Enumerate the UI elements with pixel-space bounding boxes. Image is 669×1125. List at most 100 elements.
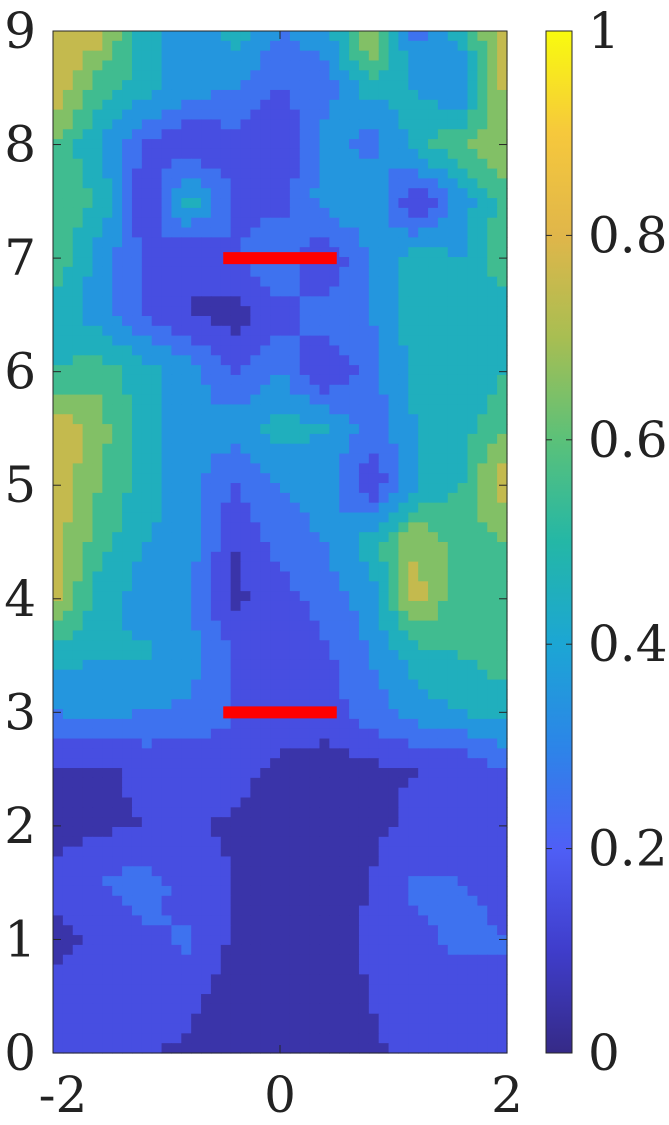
contour-cell — [418, 699, 429, 710]
contour-cell — [280, 50, 291, 62]
contour-cell — [309, 807, 321, 818]
contour-cell — [487, 119, 498, 130]
contour-cell — [240, 738, 251, 749]
contour-cell — [368, 99, 380, 111]
contour-cell — [497, 954, 508, 966]
contour-cell — [467, 718, 478, 730]
contour-cell — [319, 266, 330, 278]
contour-cell — [82, 492, 94, 504]
contour-cell — [368, 846, 380, 858]
contour-cell — [497, 247, 508, 258]
contour-cell — [428, 571, 439, 582]
contour-cell — [289, 492, 301, 504]
contour-cell — [329, 492, 340, 504]
contour-cell — [467, 728, 478, 740]
contour-cell — [457, 119, 469, 130]
contour-cell — [151, 257, 163, 268]
contour-cell — [53, 1023, 64, 1034]
contour-cell — [487, 826, 498, 838]
contour-cell — [62, 99, 74, 111]
contour-cell — [378, 178, 390, 189]
contour-cell — [161, 591, 173, 602]
contour-cell — [92, 394, 103, 406]
contour-cell — [289, 768, 301, 779]
contour-cell — [457, 266, 469, 278]
contour-cell — [358, 895, 370, 907]
contour-cell — [92, 768, 103, 779]
contour-cell — [72, 817, 84, 828]
contour-cell — [497, 836, 508, 848]
contour-cell — [349, 463, 360, 474]
contour-cell — [418, 70, 429, 81]
contour-cell — [358, 994, 370, 1005]
contour-cell — [53, 856, 64, 867]
contour-cell — [210, 266, 222, 278]
contour-cell — [210, 600, 222, 612]
contour-cell — [122, 679, 133, 691]
contour-cell — [398, 227, 409, 238]
contour-cell — [418, 237, 429, 248]
contour-cell — [388, 620, 400, 632]
contour-cell — [428, 443, 439, 455]
contour-cell — [53, 237, 64, 248]
contour-cell — [53, 532, 64, 543]
contour-cell — [191, 374, 202, 386]
contour-cell — [358, 306, 370, 317]
contour-cell — [181, 384, 192, 396]
contour-cell — [289, 787, 301, 799]
contour-cell — [201, 768, 212, 779]
contour-cell — [191, 640, 202, 651]
contour-cell — [408, 768, 419, 779]
contour-cell — [240, 669, 251, 681]
contour-cell — [250, 551, 261, 563]
colorbar-tick-label: 0.8 — [588, 206, 668, 264]
contour-cell — [428, 296, 439, 307]
contour-cell — [497, 424, 508, 435]
contour-cell — [497, 620, 508, 632]
contour-cell — [112, 325, 123, 337]
contour-cell — [201, 414, 212, 425]
contour-cell — [112, 600, 123, 612]
contour-cell — [82, 561, 94, 573]
contour-cell — [250, 581, 261, 592]
contour-cell — [92, 374, 103, 386]
contour-cell — [250, 502, 261, 514]
contour-cell — [388, 905, 400, 917]
contour-cell — [368, 856, 380, 867]
contour-cell — [467, 925, 478, 936]
contour-cell — [72, 885, 84, 897]
contour-cell — [280, 915, 291, 926]
contour-cell — [72, 70, 84, 81]
contour-cell — [457, 944, 469, 956]
contour-cell — [270, 925, 281, 936]
contour-cell — [299, 944, 311, 956]
contour-cell — [260, 856, 271, 867]
contour-cell — [72, 571, 84, 582]
contour-cell — [457, 994, 469, 1005]
contour-cell — [102, 237, 113, 248]
contour-cell — [210, 581, 222, 592]
contour-cell — [349, 148, 360, 160]
contour-cell — [82, 453, 94, 464]
contour-cell — [309, 473, 321, 484]
contour-cell — [368, 365, 380, 376]
contour-cell — [408, 532, 419, 543]
contour-cell — [82, 542, 94, 553]
contour-cell — [181, 984, 192, 995]
contour-cell — [487, 876, 498, 887]
contour-cell — [92, 856, 103, 867]
contour-cell — [151, 866, 163, 877]
contour-cell — [497, 659, 508, 671]
contour-cell — [408, 266, 419, 278]
contour-cell — [388, 728, 400, 740]
contour-cell — [378, 247, 390, 258]
contour-cell — [378, 414, 390, 425]
contour-cell — [181, 581, 192, 592]
contour-cell — [319, 325, 330, 337]
contour-cell — [319, 89, 330, 101]
contour-cell — [418, 787, 429, 799]
contour-cell — [141, 453, 153, 464]
contour-cell — [62, 925, 74, 936]
contour-cell — [349, 40, 360, 52]
contour-cell — [299, 817, 311, 828]
